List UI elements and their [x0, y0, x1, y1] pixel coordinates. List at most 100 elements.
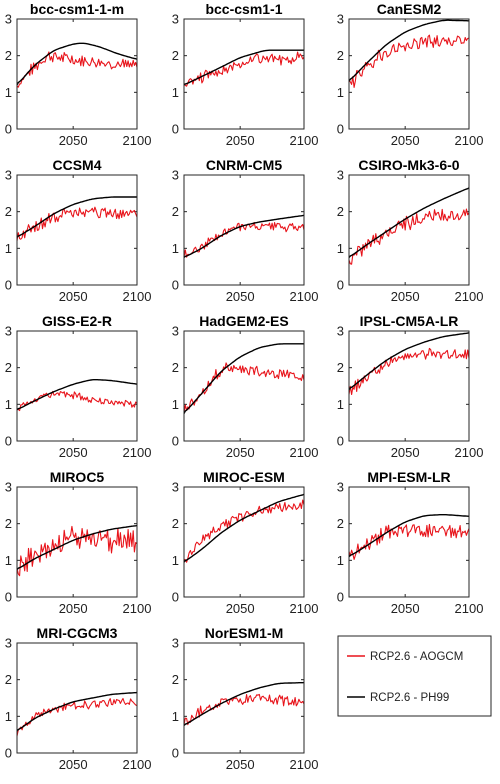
y-tick-label: 0 — [337, 434, 344, 449]
panel-title: MIROC-ESM — [203, 469, 285, 485]
x-tick-label: 2050 — [391, 601, 420, 616]
x-tick-label: 2050 — [391, 445, 420, 460]
x-tick-label: 2100 — [455, 601, 484, 616]
chart-panel: IPSL-CM5A-LR 0 1 2 3 2050 2100 — [337, 313, 484, 460]
series-aogcm-line — [16, 525, 138, 577]
y-tick-label: 0 — [5, 122, 12, 137]
y-tick-label: 3 — [337, 168, 344, 183]
y-tick-label: 0 — [172, 122, 179, 137]
y-tick-label: 1 — [5, 241, 12, 256]
series-ph99-line — [183, 681, 305, 726]
y-tick-label: 1 — [5, 85, 12, 100]
series-ph99-line — [16, 691, 138, 732]
y-tick-label: 2 — [172, 360, 179, 375]
y-tick-label: 1 — [337, 397, 344, 412]
y-tick-label: 3 — [5, 12, 12, 27]
series-ph99-line — [16, 196, 137, 238]
panel-title: CCSM4 — [52, 157, 101, 173]
chart-panel: bcc-csm1-1-m 0 1 2 3 2050 2100 — [5, 1, 152, 148]
series-aogcm-line — [183, 693, 305, 726]
plot-frame — [183, 642, 305, 754]
plot-frame — [183, 486, 305, 598]
chart-panel: GISS-E2-R 0 1 2 3 2050 2100 — [5, 313, 152, 460]
x-tick-label: 2050 — [59, 289, 88, 304]
y-tick-label: 3 — [5, 480, 12, 495]
x-tick-label: 2050 — [226, 133, 255, 148]
series-aogcm-line — [348, 347, 470, 396]
series-ph99-line — [183, 493, 305, 563]
y-tick-label: 3 — [5, 324, 12, 339]
x-tick-label: 2100 — [455, 133, 484, 148]
y-tick-label: 0 — [5, 278, 12, 293]
y-tick-label: 3 — [5, 636, 12, 651]
panel-title: HadGEM2-ES — [199, 313, 288, 329]
x-tick-label: 2100 — [455, 445, 484, 460]
y-tick-label: 0 — [337, 278, 344, 293]
y-tick-label: 1 — [172, 397, 179, 412]
series-ph99-line — [348, 19, 469, 82]
y-tick-label: 3 — [172, 168, 179, 183]
chart-panel: CCSM4 0 1 2 3 2050 2100 — [5, 157, 152, 304]
legend-box: RCP2.6 - AOGCM RCP2.6 - PH99 — [337, 635, 492, 717]
legend-label-ph99: RCP2.6 - PH99 — [370, 692, 449, 704]
y-tick-label: 1 — [172, 85, 179, 100]
chart-panel: MIROC-ESM 0 1 2 3 2050 2100 — [172, 469, 319, 616]
y-tick-label: 0 — [172, 746, 179, 761]
chart-panel: HadGEM2-ES 0 1 2 3 2050 2100 — [172, 313, 319, 460]
plot-frame — [16, 174, 138, 286]
x-tick-label: 2050 — [59, 757, 88, 772]
panel-title: GISS-E2-R — [42, 313, 112, 329]
y-tick-label: 1 — [172, 241, 179, 256]
panel-title: MPI-ESM-LR — [367, 469, 450, 485]
panel-title: MIROC5 — [50, 469, 105, 485]
panel-title: MRI-CGCM3 — [37, 625, 118, 641]
x-tick-label: 2100 — [123, 289, 152, 304]
plot-frame — [16, 330, 138, 442]
x-tick-label: 2100 — [290, 289, 319, 304]
x-tick-label: 2100 — [290, 601, 319, 616]
y-tick-label: 3 — [337, 324, 344, 339]
series-ph99-line — [16, 42, 138, 86]
plot-frame — [348, 486, 470, 598]
x-tick-label: 2100 — [123, 445, 152, 460]
y-tick-label: 0 — [5, 434, 12, 449]
y-tick-label: 2 — [5, 48, 12, 63]
y-tick-label: 3 — [5, 168, 12, 183]
panel-title: CNRM-CM5 — [206, 157, 282, 173]
panel-title: bcc-csm1-1 — [205, 1, 282, 17]
y-tick-label: 2 — [5, 204, 12, 219]
y-tick-label: 3 — [337, 12, 344, 27]
y-tick-label: 2 — [5, 672, 12, 687]
series-aogcm-line — [16, 51, 138, 88]
x-tick-label: 2050 — [59, 445, 88, 460]
y-tick-label: 3 — [172, 324, 179, 339]
plot-frame — [183, 18, 305, 130]
series-aogcm-line — [348, 208, 470, 265]
y-tick-label: 0 — [172, 278, 179, 293]
y-tick-label: 0 — [5, 746, 12, 761]
series-aogcm-line — [183, 362, 305, 413]
series-aogcm-line — [16, 390, 138, 412]
legend-frame — [337, 635, 492, 717]
x-tick-label: 2100 — [123, 133, 152, 148]
y-tick-label: 1 — [337, 553, 344, 568]
series-aogcm-line — [348, 523, 470, 560]
series-aogcm-line — [183, 221, 305, 258]
y-tick-label: 2 — [172, 48, 179, 63]
y-tick-label: 1 — [172, 709, 179, 724]
plot-frame — [16, 18, 138, 130]
series-ph99-line — [183, 343, 304, 414]
x-tick-label: 2100 — [290, 757, 319, 772]
y-tick-label: 3 — [172, 480, 179, 495]
y-tick-label: 2 — [337, 360, 344, 375]
chart-panel: CNRM-CM5 0 1 2 3 2050 2100 — [172, 157, 319, 304]
x-tick-label: 2100 — [455, 289, 484, 304]
chart-panel: NorESM1-M 0 1 2 3 2050 2100 — [172, 625, 319, 772]
plot-frame — [348, 174, 470, 286]
series-ph99-line — [348, 514, 470, 558]
x-tick-label: 2050 — [226, 289, 255, 304]
plot-frame — [348, 330, 470, 442]
series-ph99-line — [183, 214, 305, 259]
x-tick-label: 2050 — [59, 601, 88, 616]
